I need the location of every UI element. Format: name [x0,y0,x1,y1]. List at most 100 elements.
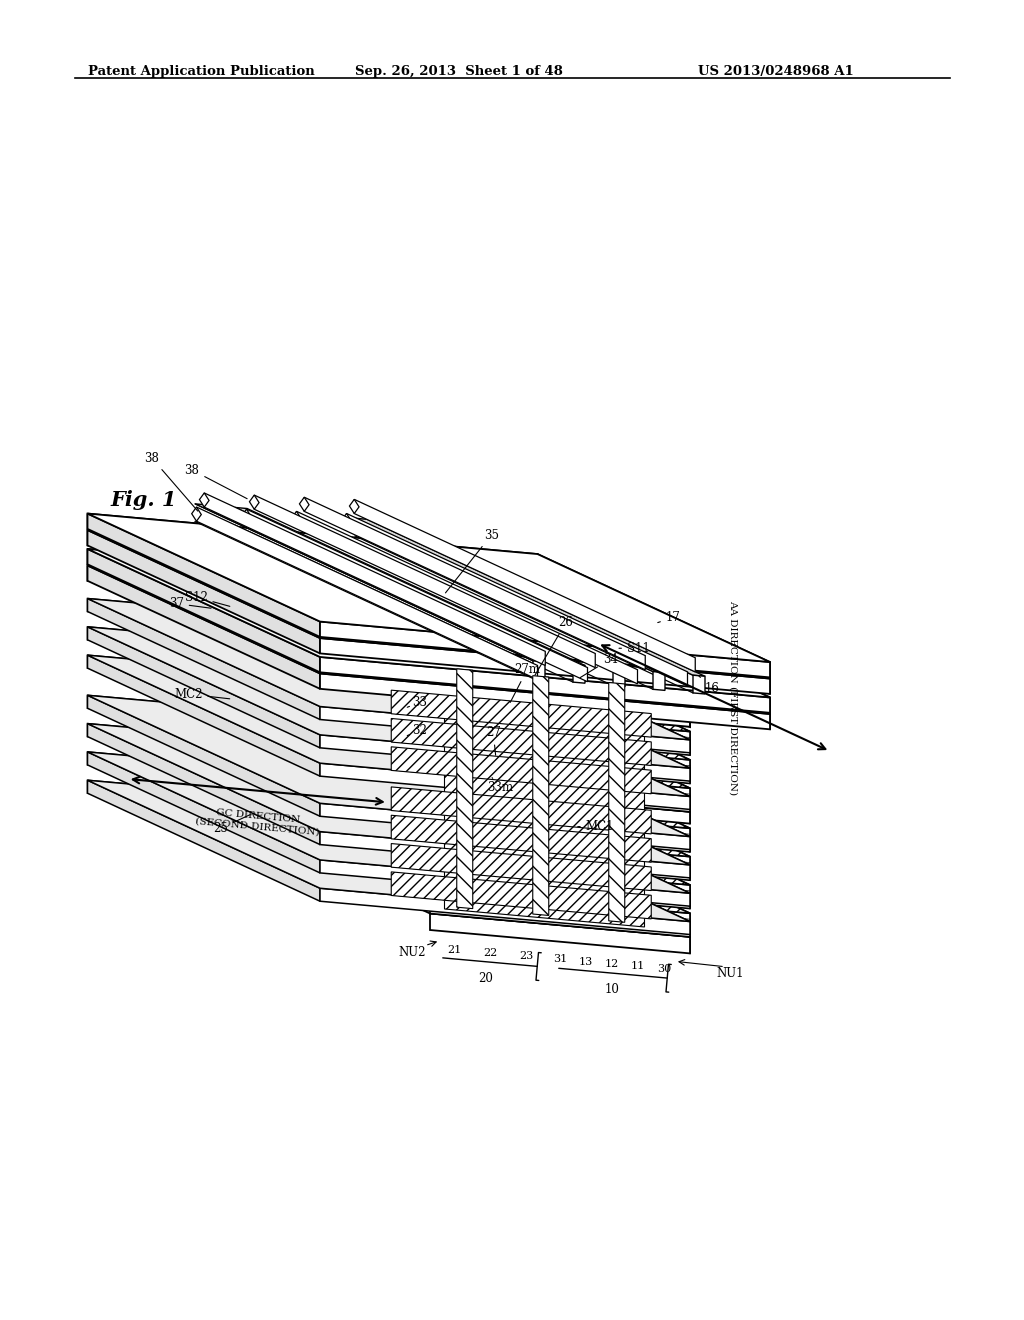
Polygon shape [198,532,690,663]
Polygon shape [319,859,690,907]
Text: NU1: NU1 [716,966,743,979]
Polygon shape [532,676,549,916]
Polygon shape [87,655,458,701]
Text: 20: 20 [478,972,494,985]
Polygon shape [430,890,690,937]
Polygon shape [430,913,690,953]
Polygon shape [87,513,770,663]
Polygon shape [236,507,585,665]
Text: 32: 32 [408,725,427,737]
Polygon shape [87,549,319,672]
Polygon shape [87,549,770,697]
Polygon shape [319,888,690,935]
Text: 31: 31 [553,954,567,965]
Polygon shape [196,504,545,661]
Text: Sep. 26, 2013  Sheet 1 of 48: Sep. 26, 2013 Sheet 1 of 48 [355,65,563,78]
Polygon shape [87,696,319,816]
Polygon shape [87,513,538,569]
Polygon shape [430,788,690,824]
Polygon shape [87,513,319,638]
Polygon shape [458,704,690,824]
Polygon shape [87,627,458,673]
Polygon shape [191,507,202,521]
Polygon shape [458,590,690,727]
Polygon shape [391,747,651,793]
Text: 33m: 33m [487,777,513,795]
Text: 10: 10 [604,983,620,997]
Text: 27m: 27m [510,664,540,702]
Text: MC2: MC2 [174,688,229,701]
Polygon shape [458,632,690,752]
Polygon shape [538,590,770,713]
Polygon shape [198,725,458,772]
Polygon shape [87,565,319,689]
Polygon shape [198,601,458,647]
Polygon shape [391,787,651,834]
Polygon shape [430,675,690,727]
Polygon shape [198,568,458,619]
Polygon shape [87,752,319,873]
Polygon shape [87,565,538,622]
Text: 38: 38 [144,451,198,511]
Polygon shape [87,723,458,770]
Text: 30: 30 [656,964,671,974]
Polygon shape [198,601,690,731]
Polygon shape [354,499,695,672]
Polygon shape [391,843,651,891]
Polygon shape [430,764,690,812]
Polygon shape [198,805,690,937]
Polygon shape [342,513,351,528]
Text: US 2013/0248968 A1: US 2013/0248968 A1 [698,65,854,78]
Text: 37: 37 [169,597,211,610]
Polygon shape [319,622,770,677]
Text: 34: 34 [581,652,617,677]
Polygon shape [355,519,705,676]
Polygon shape [198,657,458,704]
Polygon shape [87,655,319,776]
Polygon shape [198,805,458,845]
Polygon shape [608,682,625,923]
Polygon shape [87,598,690,739]
Polygon shape [87,723,319,845]
Polygon shape [430,833,690,880]
Polygon shape [198,781,458,829]
Polygon shape [87,549,538,605]
Text: 13: 13 [579,957,593,966]
Polygon shape [458,689,690,809]
Polygon shape [87,627,690,768]
Polygon shape [391,873,651,919]
Polygon shape [458,756,690,878]
Polygon shape [87,627,319,748]
Polygon shape [458,813,690,935]
Text: 38: 38 [184,463,247,499]
Polygon shape [87,752,690,894]
Text: Fig. 1: Fig. 1 [110,490,176,510]
Polygon shape [198,754,690,884]
Polygon shape [198,725,690,857]
Text: 26: 26 [535,616,573,676]
Polygon shape [198,697,458,744]
Polygon shape [198,754,458,800]
Polygon shape [198,680,458,715]
Text: 16: 16 [698,676,720,696]
Polygon shape [653,672,665,690]
Polygon shape [349,499,359,513]
Polygon shape [458,556,690,692]
Polygon shape [538,570,770,694]
Polygon shape [87,780,319,902]
Polygon shape [198,680,690,812]
Text: 35: 35 [445,528,499,593]
Polygon shape [87,752,458,799]
Polygon shape [319,735,690,781]
Polygon shape [87,723,690,865]
Text: GC DIRECTION
(SECOND DIRECTION): GC DIRECTION (SECOND DIRECTION) [195,807,321,837]
Polygon shape [613,668,625,686]
Polygon shape [197,507,538,680]
Polygon shape [444,700,644,927]
Polygon shape [198,568,690,698]
Polygon shape [87,531,538,586]
Polygon shape [319,763,690,809]
Polygon shape [319,706,690,752]
Polygon shape [87,780,690,921]
Text: MC1: MC1 [578,820,614,833]
